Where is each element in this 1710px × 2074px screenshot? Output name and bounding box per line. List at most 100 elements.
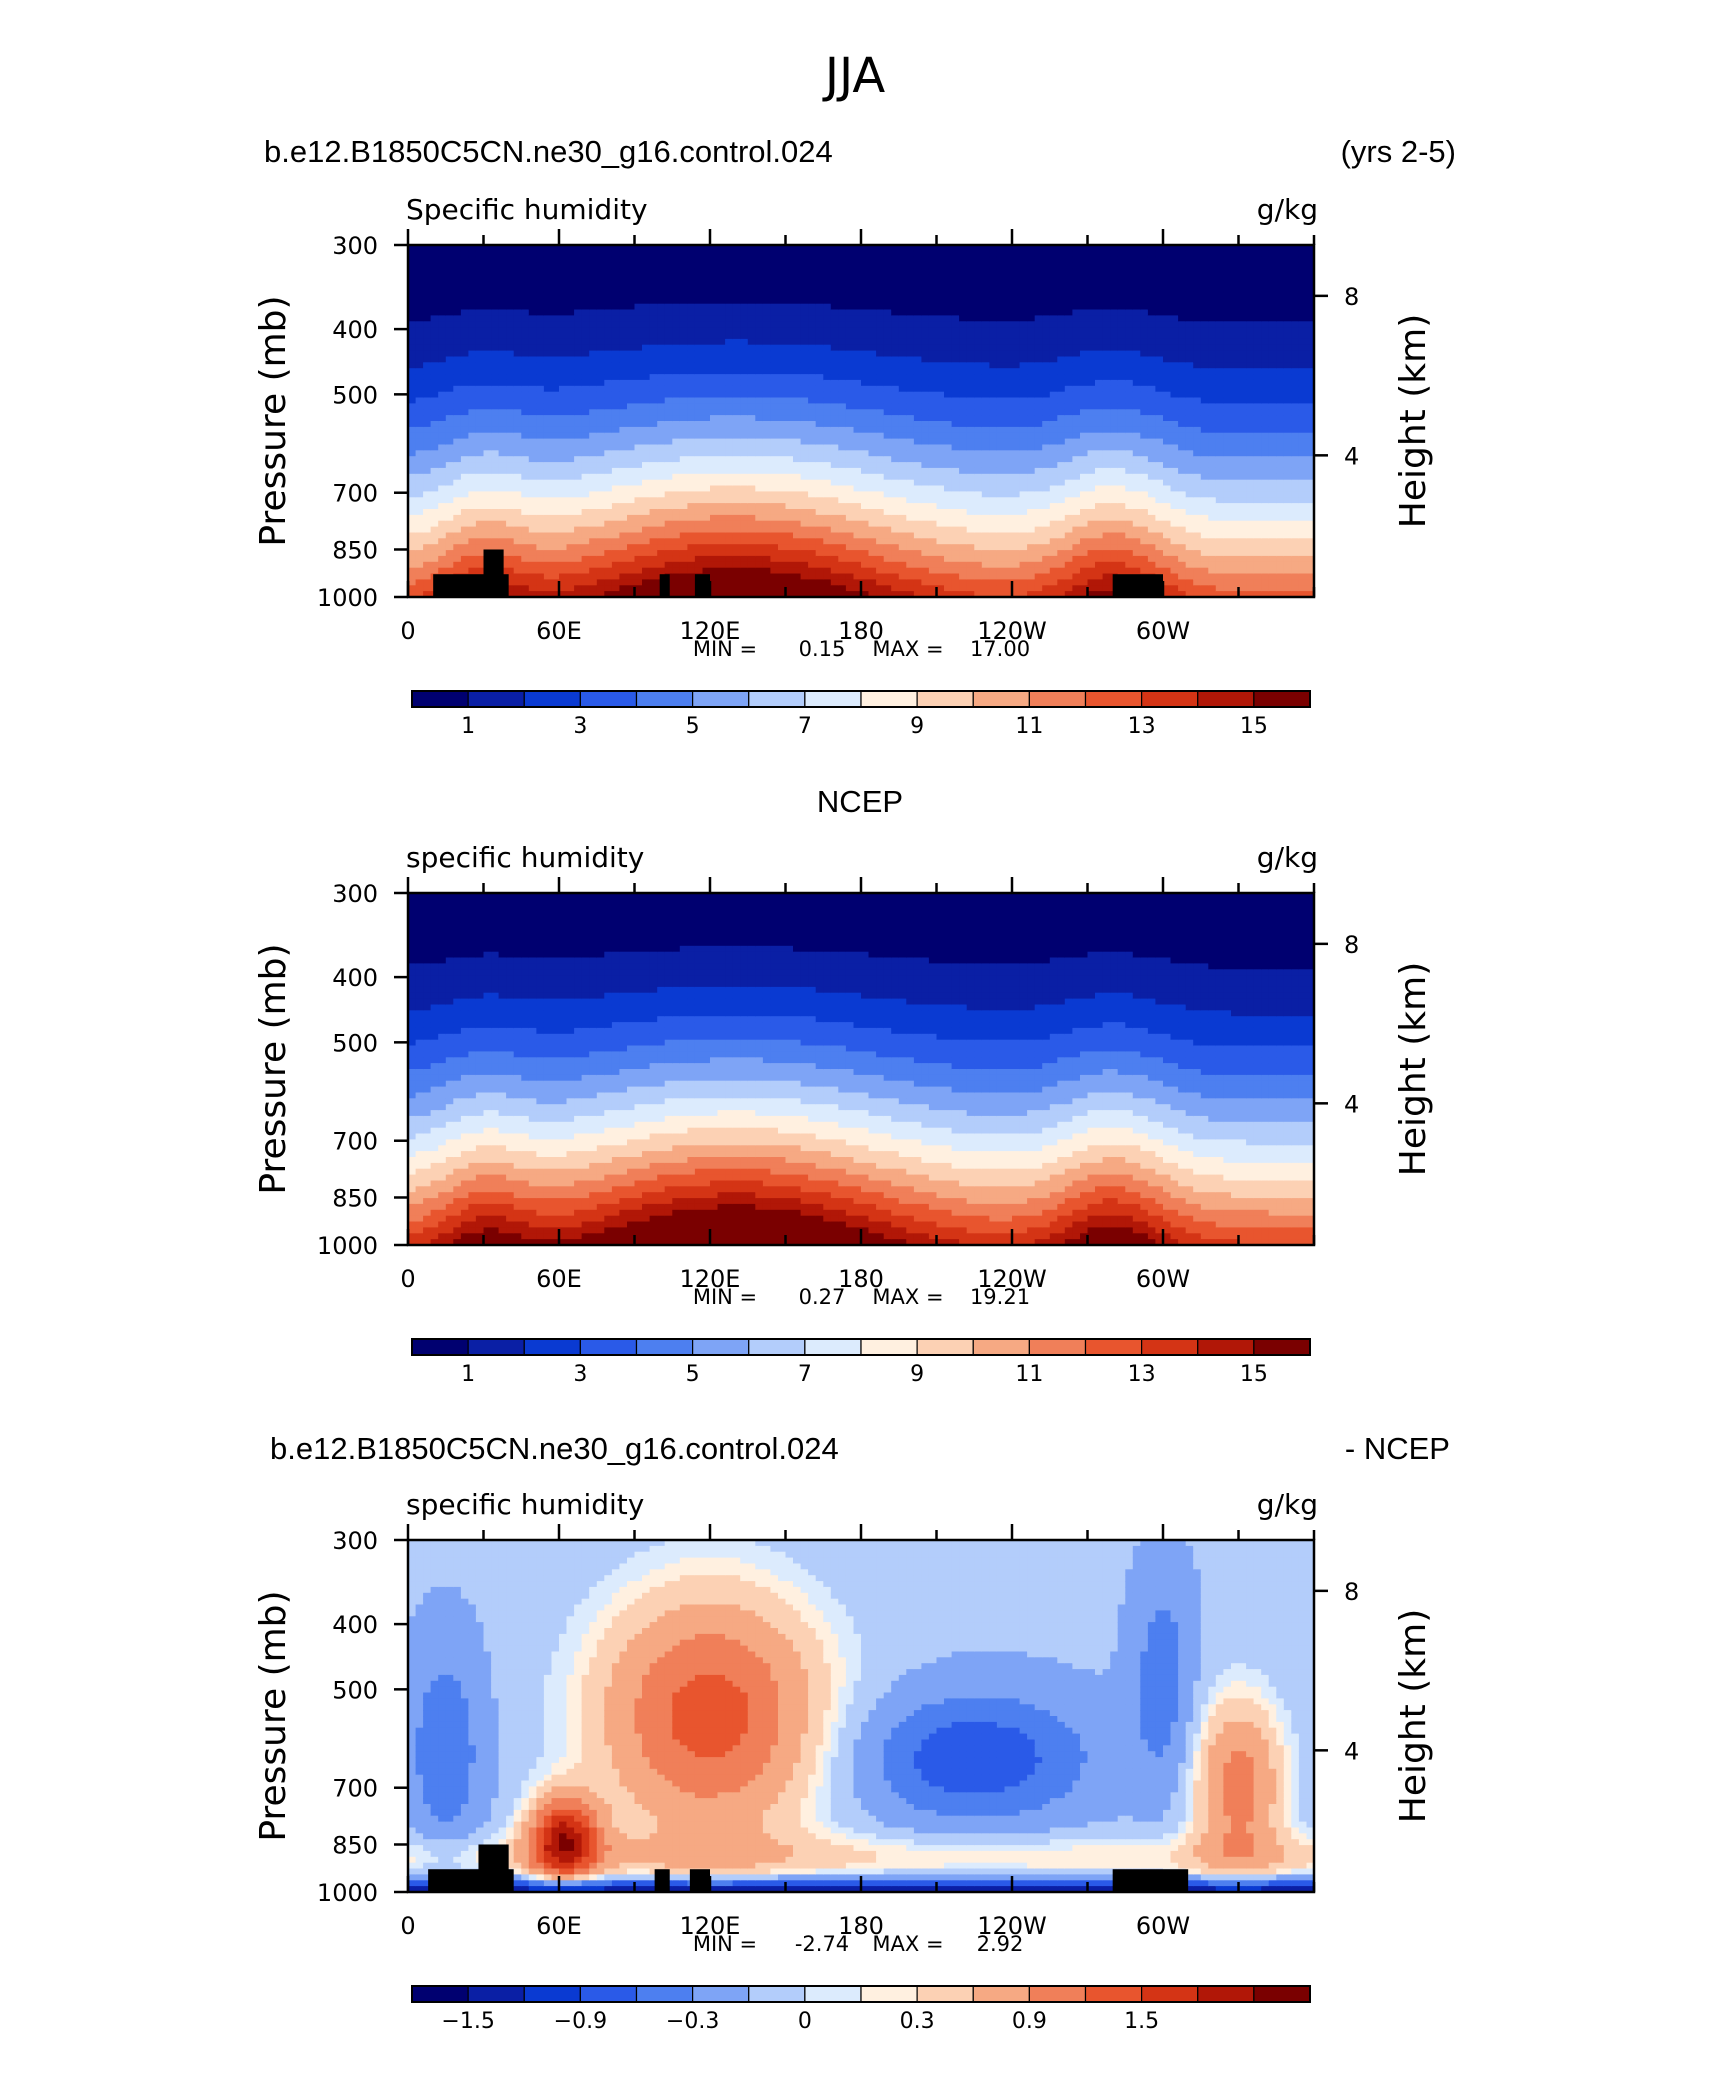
field-cell — [543, 415, 553, 422]
field-cell — [913, 467, 923, 475]
field-cell — [1004, 291, 1013, 299]
field-cell — [543, 245, 553, 252]
field-cell — [747, 368, 756, 375]
field-cell — [717, 409, 726, 416]
field-cell — [921, 350, 930, 358]
field-cell — [921, 579, 930, 586]
field-cell — [491, 456, 500, 463]
field-cell — [793, 415, 802, 422]
field-cell — [642, 403, 651, 410]
field-cell — [838, 432, 847, 440]
field-cell — [898, 426, 907, 434]
field-cell — [830, 585, 839, 592]
field-cell — [566, 473, 575, 481]
field-cell — [966, 309, 975, 316]
field-cell — [589, 327, 598, 334]
field-cell — [672, 415, 681, 422]
field-cell — [974, 368, 983, 375]
field-cell — [679, 479, 688, 487]
field-cell — [1027, 280, 1036, 287]
field-cell — [966, 350, 975, 358]
field-cell — [589, 544, 598, 551]
field-cell — [747, 344, 756, 352]
field-cell — [898, 526, 907, 534]
field-cell — [649, 280, 658, 287]
field-cell — [491, 544, 500, 551]
field-cell — [996, 297, 1006, 305]
field-cell — [800, 550, 809, 557]
field-cell — [438, 385, 447, 393]
field-cell — [928, 250, 938, 258]
field-cell — [996, 497, 1006, 504]
field-cell — [649, 567, 658, 575]
field-cell — [913, 280, 923, 287]
field-cell — [808, 350, 817, 358]
field-cell — [687, 579, 696, 586]
field-cell — [491, 362, 500, 369]
field-cell — [513, 245, 522, 252]
field-cell — [928, 268, 938, 275]
field-cell — [423, 391, 432, 399]
field-cell — [898, 368, 907, 375]
field-cell — [800, 385, 809, 393]
field-cell — [596, 280, 605, 287]
field-cell — [762, 356, 772, 363]
field-cell — [725, 555, 734, 563]
field-cell — [861, 303, 870, 311]
field-cell — [755, 262, 764, 270]
field-cell — [793, 497, 802, 504]
field-cell — [785, 473, 794, 481]
field-cell — [528, 555, 537, 563]
field-cell — [551, 421, 560, 428]
field-cell — [483, 397, 492, 404]
field-cell — [679, 362, 688, 369]
field-cell — [951, 338, 960, 346]
field-cell — [838, 415, 847, 422]
field-cell — [838, 245, 847, 252]
field-cell — [717, 333, 726, 340]
field-cell — [483, 333, 492, 340]
field-cell — [883, 362, 892, 369]
field-cell — [483, 479, 492, 487]
field-cell — [559, 379, 568, 387]
field-cell — [672, 432, 681, 440]
field-cell — [928, 421, 938, 428]
field-cell — [1019, 544, 1028, 551]
field-cell — [634, 503, 643, 510]
field-cell — [891, 344, 900, 352]
field-cell — [762, 268, 772, 275]
field-cell — [951, 520, 960, 528]
field-cell — [498, 391, 507, 399]
field-cell — [468, 426, 477, 434]
field-cell — [1012, 585, 1021, 592]
field-cell — [785, 321, 794, 328]
field-cell — [808, 315, 817, 322]
field-cell — [951, 309, 960, 316]
field-cell — [1004, 362, 1013, 369]
field-cell — [845, 526, 855, 534]
field-cell — [793, 426, 802, 434]
field-cell — [536, 297, 545, 305]
field-cell — [959, 268, 968, 275]
field-cell — [543, 303, 553, 311]
field-cell — [725, 356, 734, 363]
field-cell — [996, 485, 1006, 492]
field-cell — [438, 286, 447, 293]
field-cell — [581, 262, 590, 270]
field-cell — [868, 368, 877, 375]
field-cell — [898, 503, 907, 510]
field-cell — [906, 567, 915, 575]
field-cell — [521, 397, 530, 404]
field-cell — [664, 555, 673, 563]
field-cell — [468, 250, 477, 258]
field-cell — [861, 315, 870, 322]
field-cell — [778, 250, 787, 258]
field-cell — [657, 485, 666, 492]
field-cell — [634, 544, 643, 551]
field-cell — [468, 338, 477, 346]
field-cell — [868, 245, 877, 252]
field-cell — [1004, 368, 1013, 375]
field-cell — [634, 274, 643, 281]
field-cell — [868, 385, 877, 393]
field-cell — [808, 362, 817, 369]
